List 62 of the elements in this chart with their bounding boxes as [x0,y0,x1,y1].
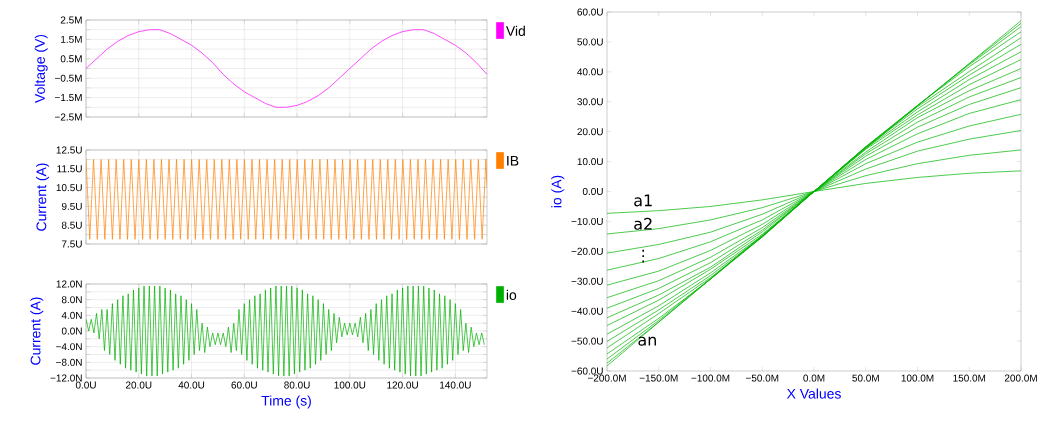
y-tick-label: −12.0N [50,374,82,382]
y-tick-label: −8.0N [56,358,82,366]
x-tick-label: 200.0M [1004,374,1037,382]
x-tick-label: 120.0U [387,381,418,389]
y-tick-label: −0.5M [55,74,82,82]
y-tick-label: 8.0N [61,296,82,304]
x-tick-label: −200.0M [587,374,626,382]
y-axis-title: Current (A) [36,163,50,231]
x-tick-label: 0.0M [803,374,825,382]
x-tick-label: 60.0U [231,381,257,389]
y-axis-title: Voltage (V) [34,34,48,103]
x-tick-label: −100.0M [691,374,730,382]
x-tick-label: 80.0U [284,381,310,389]
x-tick-label: 20.0U [125,381,152,389]
y-axis-title: Current (A) [30,297,44,365]
y-tick-label: −60.0U [571,367,603,375]
x-axis-title: Time (s) [261,395,311,409]
y-tick-label: −30.0U [571,277,603,285]
y-tick-label: 4.0N [61,311,82,319]
legend-label: Vid [505,25,525,36]
annotation: a2 [634,217,652,230]
y-tick-label: 11.5U [57,165,82,173]
x-tick-label: 50.0M [852,374,879,382]
y-tick-label: 1.5M [61,35,82,43]
y-tick-label: −40.0U [571,307,603,315]
annotation: ⋮ [642,249,645,263]
y-tick-label: −50.0U [571,337,603,345]
x-tick-label: 40.0U [178,381,205,389]
x-tick-label: 140.0U [440,381,471,389]
y-tick-label: 30.0U [577,98,603,106]
annotation: a1 [634,194,652,207]
y-tick-label: 9.5U [61,202,82,210]
y-tick-label: 50.0U [577,38,603,46]
x-tick-label: −150.0M [639,374,678,382]
x-tick-label: 100.0M [901,374,934,382]
y-tick-label: −20.0U [571,247,603,255]
y-tick-label: 10.5U [56,184,82,192]
x-tick-label: −50.0M [745,374,779,382]
annotation: an [638,336,656,346]
x-tick-label: 150.0M [953,374,986,382]
y-tick-label: 7.5U [61,240,82,248]
y-tick-label: −4.0N [56,343,82,351]
y-tick-label: 0.0U [582,187,603,196]
y-tick-label: 8.5U [61,221,82,229]
y-tick-label: 0.5M [60,55,82,63]
y-tick-label: −2.5M [55,113,82,121]
x-axis-title: X Values [786,388,841,399]
y-tick-label: 60.0U [577,8,603,16]
legend-label: io [506,289,517,300]
y-axis-title: io (A) [551,175,565,208]
y-tick-label: 0.0N [61,327,82,335]
y-tick-label: 20.0U [577,128,603,136]
legend-label: IB [507,156,519,166]
y-tick-label: −10.0U [571,217,603,225]
y-tick-label: 12.0N [56,280,82,288]
x-tick-label: 0.0U [75,381,96,389]
y-tick-label: 2.5M [60,16,82,24]
x-tick-label: 100.0U [334,381,366,389]
y-tick-label: 40.0U [577,68,603,76]
y-tick-label: −1.5M [55,94,82,102]
y-tick-label: 12.5U [56,146,82,154]
y-tick-label: 10.0U [577,158,603,166]
